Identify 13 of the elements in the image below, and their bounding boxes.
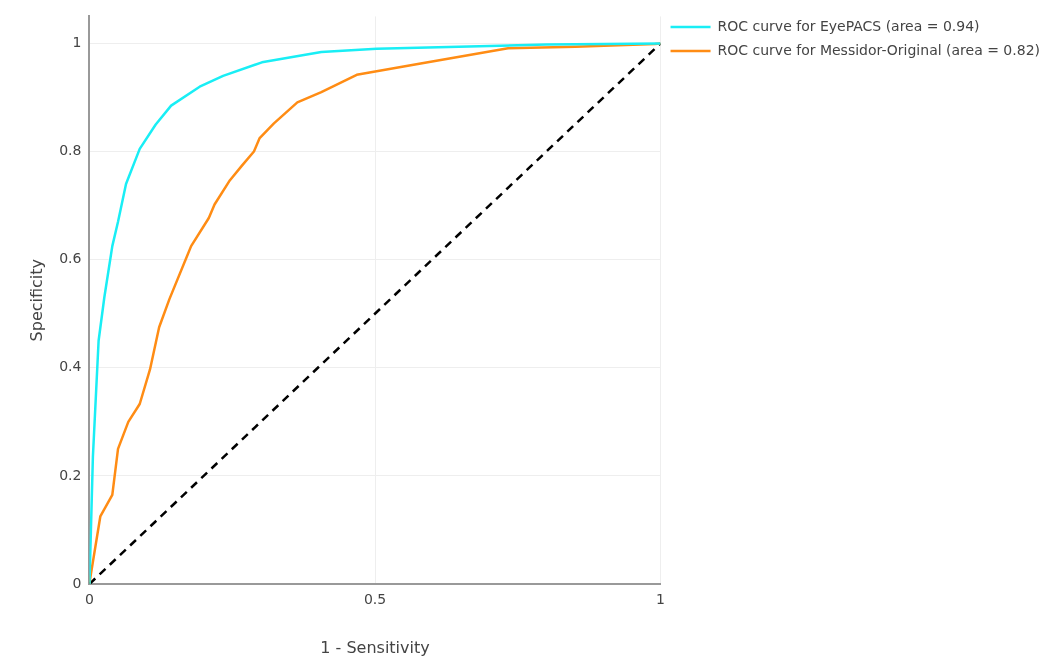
y-axis-title: Specificity [26,258,46,342]
x-tick-label: 0 [85,591,94,608]
y-tick-label: 1 [72,34,82,51]
legend-label: ROC curve for Messidor-Original (area = 0.82) [717,41,1040,58]
x-tick-label: 0.5 [363,591,387,608]
y-tick-label: 0.4 [59,358,82,375]
y-tick-label: 0 [72,574,82,591]
x-axis-title: 1 - Sensitivity [320,637,430,657]
y-tick-label: 0.2 [59,466,82,483]
legend-label: ROC curve for EyePACS (area = 0.94) [717,17,980,34]
y-tick-label: 0.8 [59,142,82,159]
y-tick-label: 0.6 [59,250,82,267]
x-tick-label: 1 [656,591,666,608]
